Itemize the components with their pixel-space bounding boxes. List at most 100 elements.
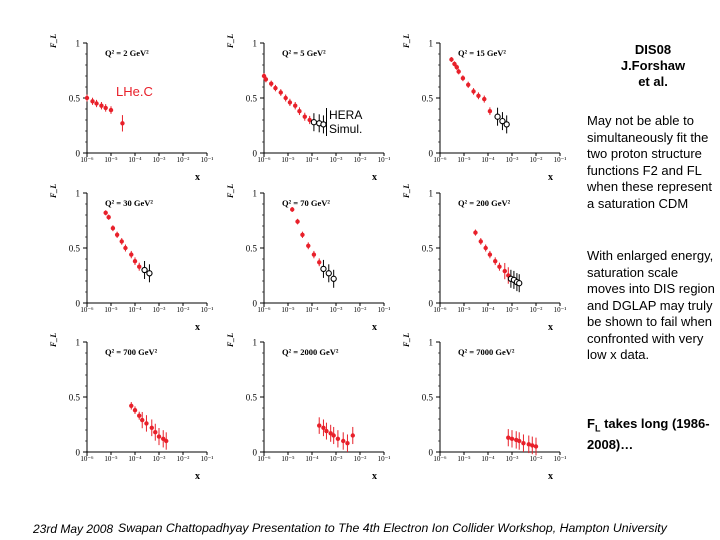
hera-point — [141, 266, 148, 274]
y-tick-label: 1 — [253, 189, 258, 199]
lhec-point — [90, 99, 95, 104]
fl-note-sub: L — [594, 423, 601, 434]
fl-panel: 0 0.5 1 10⁻⁶ 10⁻⁵ 10⁻⁴ 10⁻³ 10⁻² 10⁻¹x F_L Q² = 2 … — [49, 34, 213, 183]
y-axis-label: F_L — [402, 333, 411, 348]
lhec-point — [487, 109, 493, 114]
fl-note-main: F — [587, 416, 595, 431]
lhec-point — [317, 260, 322, 265]
lhec-point — [129, 252, 134, 257]
lhec-point — [156, 434, 162, 439]
q2-label: Q² = 5 GeV² — [282, 48, 326, 58]
x-tick-label: 10⁻⁶ — [433, 455, 447, 463]
x-tick-label: 10⁻² — [177, 156, 190, 164]
lhec-point — [106, 215, 111, 220]
y-tick-label: 0.5 — [422, 393, 434, 403]
x-tick-label: 10⁻³ — [330, 156, 343, 164]
y-tick-label: 0 — [429, 149, 434, 159]
lhec-point — [521, 441, 526, 446]
x-tick-label: 10⁻⁶ — [80, 306, 94, 314]
x-tick-label: 10⁻⁶ — [257, 306, 271, 314]
lhec-point — [454, 65, 459, 70]
q2-label: Q² = 70 GeV² — [282, 198, 330, 208]
x-tick-label: 10⁻⁵ — [457, 455, 471, 463]
y-tick-label: 1 — [76, 189, 81, 199]
lhec-annotation: LHe.C — [116, 84, 153, 99]
credit-block: DIS08 J.Forshaw et al. — [590, 42, 716, 90]
lhec-point — [321, 425, 326, 430]
y-tick-label: 0.5 — [246, 244, 258, 254]
simul-label: Simul. — [329, 122, 363, 136]
lhec-point — [140, 417, 145, 423]
lhec-point — [341, 438, 346, 444]
x-tick-label: 10⁻³ — [153, 156, 166, 164]
lhec-point — [307, 117, 312, 123]
lhec-point — [132, 408, 138, 413]
lhec-point — [293, 103, 298, 108]
lhec-point — [283, 95, 288, 101]
x-tick-label: 10⁻⁵ — [104, 156, 118, 164]
lhec-point — [530, 443, 535, 448]
lhec-point — [287, 100, 293, 105]
q2-label: Q² = 30 GeV² — [105, 198, 153, 208]
lhec-point — [164, 438, 169, 444]
x-tick-label: 10⁻² — [354, 306, 367, 314]
x-tick-label: 10⁻⁴ — [305, 156, 319, 164]
lhec-point — [295, 219, 300, 224]
lhec-point — [449, 57, 454, 62]
lhec-point — [153, 430, 158, 435]
y-axis-label: F_L — [226, 34, 235, 49]
credit-line-3: et al. — [638, 74, 668, 89]
lhec-point — [144, 421, 149, 426]
x-tick-label: 10⁻³ — [153, 306, 166, 314]
x-tick-label: 10⁻¹ — [201, 156, 214, 164]
y-tick-label: 0.5 — [422, 94, 434, 104]
fl-panel: 0 0.5 1 10⁻⁶ 10⁻⁵ 10⁻⁴ 10⁻³ 10⁻² 10⁻¹x F_L Q² = 15… — [402, 34, 566, 183]
x-tick-label: 10⁻¹ — [378, 306, 391, 314]
lhec-point — [335, 436, 341, 441]
lhec-point — [120, 121, 125, 126]
lhec-point — [460, 76, 466, 81]
fl-panel: 0 0.5 1 10⁻⁶ 10⁻⁵ 10⁻⁴ 10⁻³ 10⁻² 10⁻¹x F_L Q² = 30… — [49, 184, 213, 333]
lhec-point — [311, 252, 317, 257]
x-tick-label: 10⁻⁵ — [281, 306, 295, 314]
lhec-point — [300, 232, 305, 237]
y-axis-label: F_L — [402, 184, 411, 199]
x-tick-label: 10⁻² — [177, 306, 190, 314]
fl-panel: 0 0.5 1 10⁻⁶ 10⁻⁵ 10⁻⁴ 10⁻³ 10⁻² 10⁻¹x F_L Q² = 70… — [226, 184, 390, 333]
lhec-point — [261, 73, 267, 79]
x-tick-label: 10⁻⁴ — [128, 306, 142, 314]
credit-line-2: J.Forshaw — [620, 58, 686, 73]
x-tick-label: 10⁻⁴ — [128, 455, 142, 463]
lhec-point — [137, 264, 142, 269]
x-tick-label: 10⁻⁶ — [257, 156, 271, 164]
lhec-point — [345, 441, 350, 446]
y-tick-label: 0.5 — [246, 94, 258, 104]
fit-paragraph: May not be able to simultaneously fit th… — [587, 113, 713, 211]
hera-label: HERA — [329, 108, 363, 122]
footer-date: 23rd May 2008 — [33, 522, 114, 536]
y-axis-label: F_L — [226, 184, 235, 199]
lhec-point — [483, 245, 488, 251]
x-tick-label: 10⁻² — [177, 455, 190, 463]
lhec-point — [132, 259, 138, 264]
saturation-paragraph: With enlarged energy, saturation scale m… — [587, 248, 715, 362]
hera-point — [516, 280, 523, 287]
fl-panel: 0 0.5 1 10⁻⁶ 10⁻⁵ 10⁻⁴ 10⁻³ 10⁻² 10⁻¹x F_L Q² = 70… — [402, 333, 566, 482]
x-tick-label: 10⁻¹ — [378, 156, 391, 164]
lhec-point — [517, 438, 522, 444]
y-axis-label: F_L — [402, 34, 411, 49]
x-tick-label: 10⁻⁴ — [481, 306, 495, 314]
x-axis-label: x — [372, 322, 377, 333]
y-tick-label: 0.5 — [69, 94, 81, 104]
x-tick-label: 10⁻³ — [330, 455, 343, 463]
y-tick-label: 0 — [76, 448, 81, 458]
y-tick-label: 0.5 — [246, 393, 258, 403]
x-axis-label: x — [548, 322, 553, 333]
lhec-point — [526, 442, 531, 447]
x-axis-label: x — [195, 471, 200, 482]
hera-point — [146, 270, 153, 277]
lhec-point — [114, 232, 120, 237]
hera-point — [503, 121, 510, 128]
lhec-point — [302, 114, 307, 119]
lhec-point — [456, 69, 461, 74]
